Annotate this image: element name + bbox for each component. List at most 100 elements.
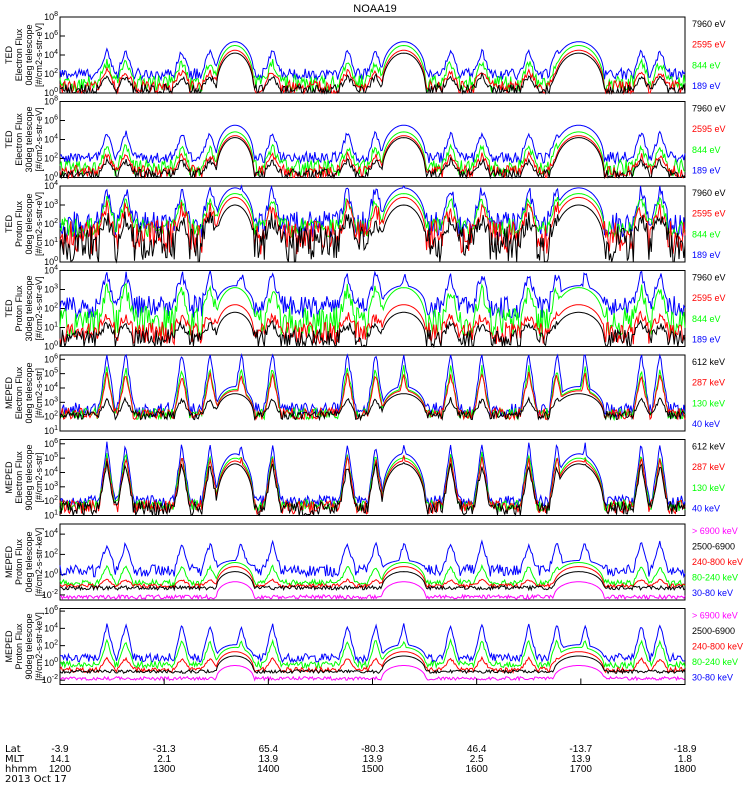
- y-axis-label-line: 0deg telescope: [24, 193, 34, 254]
- y-tick-label: 105: [44, 452, 58, 463]
- panel-1: 100 102 104 106 108 TED Electron Flux 0deg tele…: [4, 11, 726, 98]
- y-tick-label: 100: [44, 87, 58, 98]
- series-line-black: [59, 655, 686, 675]
- y-tick-label: 102: [44, 411, 58, 422]
- legend-entry: 7960 eV: [692, 104, 726, 114]
- x-tick-label-mlt: 2.5: [470, 754, 484, 765]
- legend-entry: 189 eV: [692, 166, 721, 176]
- y-axis-label-line: [#/cm2-s-str-eV]: [34, 107, 44, 171]
- panel-frame: [59, 439, 686, 516]
- y-axis-label-line: Electron Flux: [14, 113, 24, 166]
- legend-entry: > 6900 keV: [692, 526, 738, 536]
- y-tick-label: 103: [44, 396, 58, 407]
- y-axis-label-line: [#/cm2-s-str-eV]: [34, 23, 44, 87]
- y-tick-label: 104: [44, 466, 58, 477]
- legend-entry: 612 keV: [692, 357, 725, 367]
- y-tick-label: 105: [44, 368, 58, 379]
- legend-entry: > 6900 keV: [692, 611, 738, 621]
- x-tick-label-hhmm: 1700: [570, 764, 593, 775]
- legend-entry: 240-800 keV: [692, 557, 743, 567]
- series-line-black: [59, 204, 686, 264]
- panel-frame: [59, 523, 686, 601]
- series-line-green: [59, 44, 686, 94]
- y-axis-label-line: 0deg telescope: [24, 362, 34, 423]
- y-tick-label: 101: [44, 510, 58, 521]
- x-tick-label-hhmm: 1200: [49, 764, 72, 775]
- y-tick-label: 100: [44, 657, 58, 668]
- legend-entry: 612 keV: [692, 442, 725, 452]
- series-line-blue: [59, 41, 686, 82]
- y-axis-label-line: Electron Flux: [14, 366, 24, 419]
- y-tick-label: 102: [44, 303, 58, 314]
- series-line-magenta: [59, 581, 686, 601]
- x-tick-label-lat: 65.4: [259, 744, 279, 755]
- legend-entry: 2595 eV: [692, 124, 726, 134]
- y-tick-label: 102: [44, 548, 58, 559]
- legend-entry: 287 keV: [692, 378, 725, 388]
- series-line-red: [59, 651, 686, 675]
- panel-5: 101 102 103 104 105 106 MEPED Electron Flux 0deg…: [4, 353, 725, 436]
- y-axis-label-line: [#/cm2-s-str-eV]: [34, 276, 44, 340]
- series-line-black: [59, 571, 686, 592]
- legend-entry: 80-240 keV: [692, 657, 738, 667]
- y-axis-label-line: MEPED: [4, 546, 14, 579]
- x-tick-label-lat: -31.3: [153, 744, 176, 755]
- legend-entry: 240-800 keV: [692, 642, 743, 652]
- series-line-blue: [59, 124, 686, 166]
- y-tick-label: 100: [44, 569, 58, 580]
- x-tick-label-hhmm: 1400: [257, 764, 280, 775]
- series-line-magenta: [59, 665, 686, 682]
- y-axis-label-line: TED: [4, 214, 14, 233]
- x-tick-label-lat: -80.3: [361, 744, 384, 755]
- y-tick-label: 106: [44, 115, 58, 126]
- legend-entry: 2595 eV: [692, 209, 726, 219]
- x-tick-label-hhmm: 1800: [674, 764, 697, 775]
- y-tick-label: 102: [44, 218, 58, 229]
- y-axis-label-line: 90deg telescope: [24, 613, 34, 679]
- y-tick-label: 104: [44, 528, 58, 539]
- series-line-blue: [59, 539, 686, 579]
- x-tick-label-mlt: 13.9: [259, 754, 279, 765]
- y-axis-label-line: MEPED: [4, 461, 14, 494]
- panel-6: 101 102 103 104 105 106 MEPED Electron Flux 90de…: [4, 438, 725, 521]
- panel-2: 100 102 104 106 108 TED Electron Flux 30deg tel…: [4, 96, 726, 183]
- y-tick-label: 103: [44, 199, 58, 210]
- y-tick-label: 10-2: [42, 674, 58, 685]
- legend-entry: 844 eV: [692, 229, 721, 239]
- legend-entry: 844 eV: [692, 314, 721, 324]
- y-tick-label: 10-2: [42, 589, 58, 600]
- legend-entry: 7960 eV: [692, 188, 726, 198]
- series-line-green: [59, 638, 686, 670]
- legend-entry: 2500-6900: [692, 626, 735, 636]
- y-tick-label: 103: [44, 284, 58, 295]
- y-tick-label: 102: [44, 153, 58, 164]
- legend-entry: 40 keV: [692, 419, 720, 429]
- legend-entry: 130 keV: [692, 398, 725, 408]
- series-line-green: [59, 562, 686, 588]
- y-axis-label-line: Proton Flux: [14, 538, 24, 585]
- y-tick-label: 104: [44, 49, 58, 60]
- x-tick-label-hhmm: 1600: [466, 764, 489, 775]
- x-tick-label-mlt: 13.9: [363, 754, 383, 765]
- y-axis-label-line: 90deg telescope: [24, 444, 34, 510]
- series-line-red: [59, 304, 686, 346]
- legend-entry: 7960 eV: [692, 273, 726, 283]
- chart-title: NOAA19: [353, 3, 396, 15]
- y-axis-label-line: Proton Flux: [14, 285, 24, 332]
- panel-7: 10-2 100 102 104 MEPED Proton Flux 0deg telesc…: [4, 523, 743, 601]
- panel-frame: [59, 354, 686, 432]
- y-tick-label: 108: [44, 11, 58, 22]
- x-tick-label-hhmm: 1300: [153, 764, 176, 775]
- y-axis-label-line: Proton Flux: [14, 200, 24, 247]
- y-tick-label: 106: [44, 438, 58, 449]
- x-tick-label-lat: 46.4: [467, 744, 487, 755]
- y-tick-label: 101: [44, 322, 58, 333]
- y-axis-label-line: TED: [4, 130, 14, 149]
- x-row-label-lat: Lat: [5, 744, 21, 755]
- y-tick-label: 102: [44, 640, 58, 651]
- legend-entry: 844 eV: [692, 60, 721, 70]
- series-line-red: [59, 135, 686, 180]
- series-line-black: [59, 393, 686, 422]
- x-tick-label-mlt: 1.8: [678, 754, 692, 765]
